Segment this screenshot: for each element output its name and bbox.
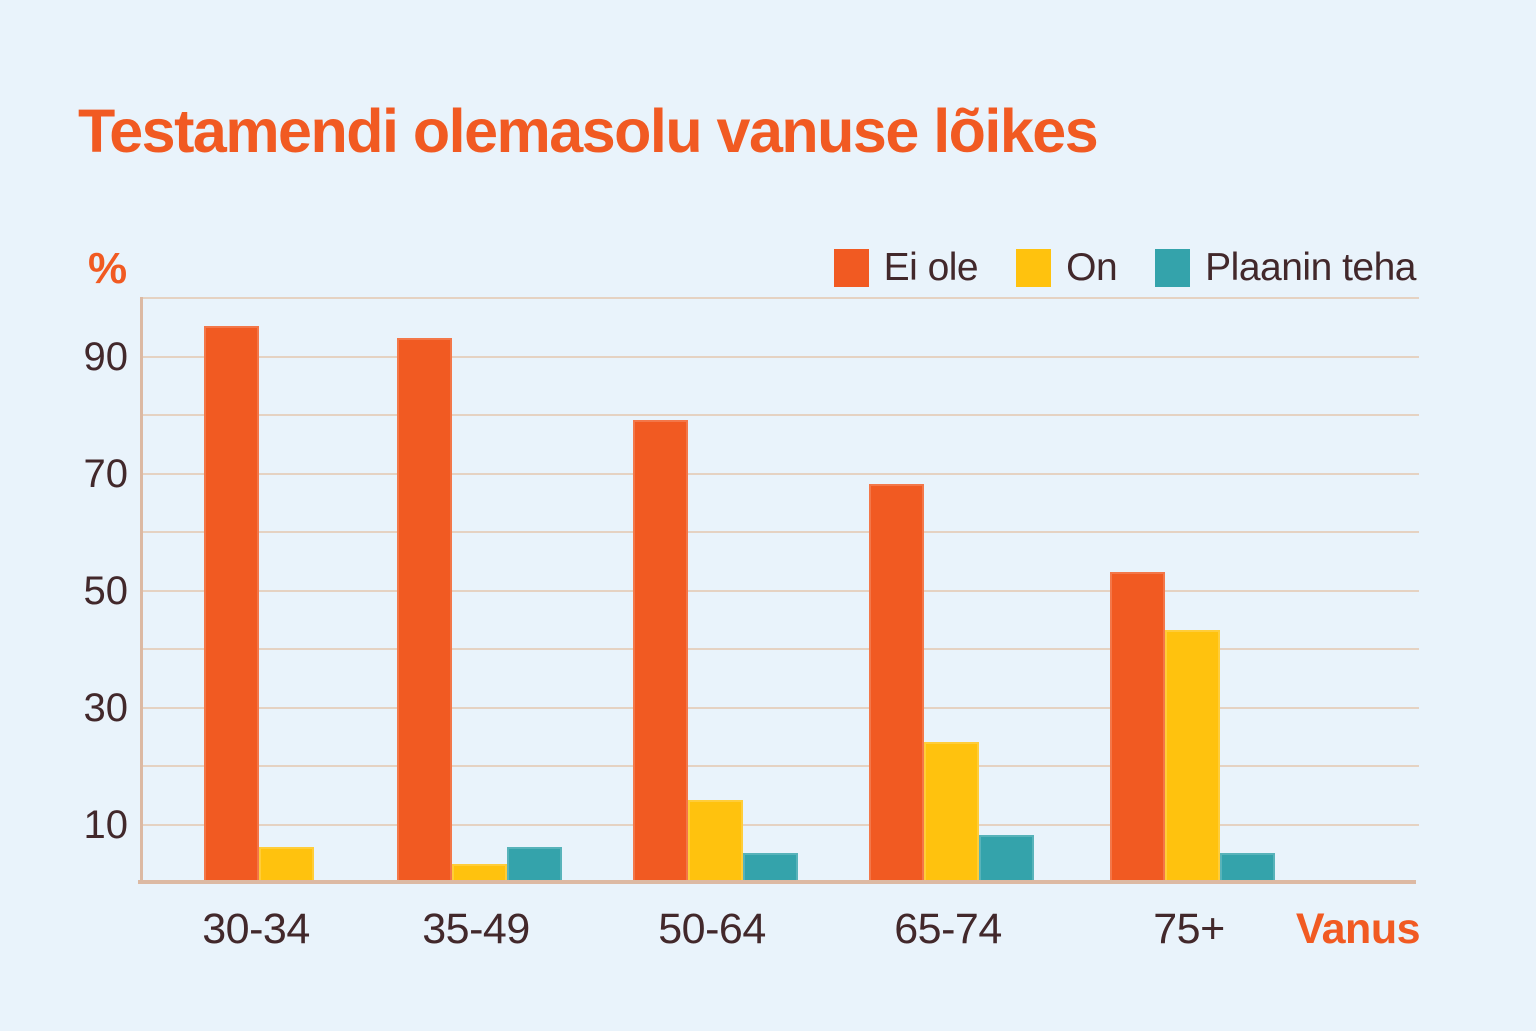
legend-swatch-on bbox=[1016, 249, 1052, 287]
bar-group-30-34 bbox=[204, 326, 314, 882]
x-axis-tick-label-50-64: 50-64 bbox=[658, 905, 766, 953]
gridline-30 bbox=[143, 706, 1419, 709]
x-axis-line bbox=[138, 880, 1416, 884]
y-axis-tick-label-30: 30 bbox=[83, 685, 129, 730]
y-axis-tick-label-90: 90 bbox=[83, 334, 129, 379]
gridline-10 bbox=[143, 823, 1419, 826]
bar-plaanin-teha-35-49 bbox=[506, 847, 562, 882]
legend-item-plaanin-teha: Plaanin teha bbox=[1155, 246, 1416, 290]
bar-ei-ole-30-34 bbox=[204, 326, 259, 882]
bar-plaanin-teha-50-64 bbox=[742, 853, 798, 882]
y-axis-tick-label-50: 50 bbox=[83, 568, 129, 613]
x-axis-tick-label-75: 75+ bbox=[1153, 905, 1225, 953]
x-axis-title: Vanus bbox=[1295, 905, 1421, 953]
bar-on-65-74 bbox=[923, 742, 979, 882]
legend-swatch-ei-ole bbox=[833, 249, 869, 287]
x-axis-tick-label-35-49: 35-49 bbox=[422, 905, 530, 953]
bar-on-30-34 bbox=[259, 847, 314, 882]
legend-label-ei-ole: Ei ole bbox=[883, 246, 979, 289]
bar-ei-ole-35-49 bbox=[396, 338, 452, 882]
y-axis-tick-label-10: 10 bbox=[83, 802, 129, 847]
y-axis-tick-label-70: 70 bbox=[83, 451, 129, 496]
bar-plaanin-teha-75 bbox=[1219, 853, 1275, 882]
bar-plaanin-teha-65-74 bbox=[978, 835, 1034, 882]
gridline-40 bbox=[143, 648, 1419, 650]
gridline-100 bbox=[143, 297, 1419, 299]
bar-ei-ole-65-74 bbox=[868, 484, 924, 882]
gridline-70 bbox=[143, 472, 1419, 475]
gridline-80 bbox=[143, 414, 1419, 416]
gridline-60 bbox=[143, 531, 1419, 533]
bar-on-35-49 bbox=[451, 864, 507, 882]
x-axis-tick-label-30-34: 30-34 bbox=[202, 905, 310, 953]
legend-label-plaanin-teha: Plaanin teha bbox=[1205, 246, 1416, 289]
gridline-90 bbox=[143, 355, 1419, 358]
plot-area bbox=[140, 297, 1419, 882]
bar-group-75 bbox=[1109, 572, 1275, 882]
bar-group-35-49 bbox=[396, 338, 562, 882]
y-axis-unit-label: % bbox=[88, 244, 128, 293]
legend-item-ei-ole: Ei ole bbox=[833, 246, 979, 290]
gridline-50 bbox=[143, 589, 1419, 592]
bar-on-75 bbox=[1164, 630, 1220, 882]
bar-ei-ole-50-64 bbox=[632, 420, 688, 882]
legend-label-on: On bbox=[1066, 246, 1118, 289]
bar-group-65-74 bbox=[868, 484, 1034, 882]
chart-title: Testamendi olemasolu vanuse lõikes bbox=[78, 97, 1099, 165]
bar-ei-ole-75 bbox=[1109, 572, 1165, 882]
legend-swatch-plaanin-teha bbox=[1155, 249, 1191, 287]
gridline-20 bbox=[143, 765, 1419, 767]
bar-on-50-64 bbox=[687, 800, 743, 882]
bar-group-50-64 bbox=[632, 420, 798, 882]
legend-item-on: On bbox=[1016, 246, 1118, 290]
x-axis-tick-label-65-74: 65-74 bbox=[894, 905, 1002, 953]
legend: Ei ole On Plaanin teha bbox=[833, 246, 1416, 290]
